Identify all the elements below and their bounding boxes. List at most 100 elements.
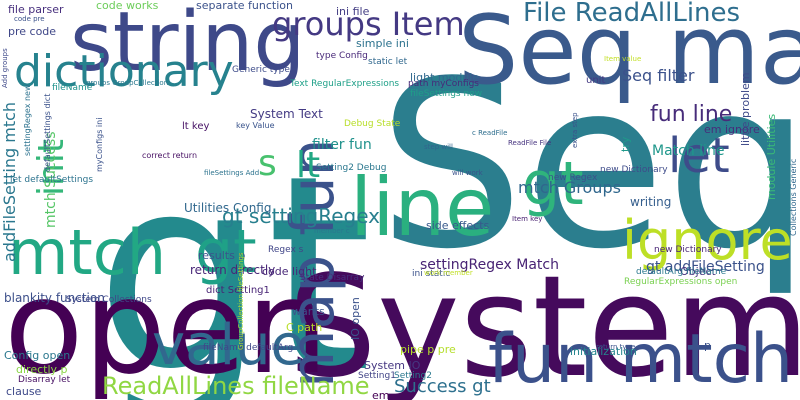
word: light module: [410, 71, 480, 84]
word: File ReadAllLines: [523, 0, 741, 28]
word: Utilities Config: [184, 201, 272, 215]
word: little problem: [739, 72, 752, 146]
word: c ReadFile: [472, 129, 508, 137]
word: dictionary: [14, 46, 234, 97]
word: fileSettings Add: [204, 169, 260, 177]
word: key Value: [236, 121, 275, 130]
word: State Disarray: [300, 273, 365, 283]
word: s: [258, 143, 277, 184]
word: new Regex: [548, 173, 598, 183]
word: gt: [522, 149, 584, 219]
word: static let: [368, 57, 408, 67]
word: defaultArg fileName: [636, 267, 727, 277]
word: System Collections: [66, 295, 152, 305]
word: value: [152, 313, 305, 378]
word: ini file: [336, 5, 370, 18]
word: Config open: [4, 349, 71, 362]
word: ReadAllLines fileName: [102, 372, 370, 400]
word: dict Setting1: [206, 285, 270, 296]
word: em ignore: [704, 123, 760, 136]
word: path myConfigs: [408, 79, 479, 89]
word: Collections Generic: [789, 158, 798, 236]
word: Text RegularExpressions: [290, 79, 400, 89]
word: simple ini: [356, 37, 409, 50]
word: Generic type: [232, 65, 290, 75]
word: work member: [424, 269, 473, 277]
word: gt settingRegex: [222, 204, 381, 228]
word: fileSettings new: [410, 89, 483, 99]
word: fileName: [52, 83, 93, 93]
word: string: [70, 0, 306, 90]
word: open: [4, 251, 329, 400]
word: Seq filter: [622, 66, 695, 85]
word: try: [619, 136, 632, 152]
word: module Utilities: [765, 113, 778, 200]
word: separate function: [196, 0, 293, 12]
word: Setting2 Debug: [316, 163, 387, 173]
word: blankity function: [4, 291, 105, 305]
word: directly p: [16, 363, 68, 376]
word: p: [704, 339, 711, 352]
word: fileName defaultArg: [203, 343, 294, 353]
word: Item value: [604, 55, 642, 63]
word: new Dictionary: [600, 165, 668, 175]
word: Setting1: [358, 371, 396, 381]
word: file parser: [8, 3, 64, 16]
word: IO open: [349, 297, 362, 340]
word: return directly: [190, 263, 276, 277]
word: groups GroupCollection: [86, 79, 169, 87]
word: Object: [680, 265, 716, 278]
word: Item key: [512, 215, 543, 223]
word: let defaultSettings: [10, 175, 94, 185]
word: writing: [630, 195, 672, 209]
word: return type: [596, 343, 636, 351]
word: gt: [195, 217, 257, 287]
word: Add groups: [1, 48, 9, 88]
word: System IO: [364, 359, 421, 372]
word: ReadFile File: [508, 139, 552, 147]
word: System Text: [250, 107, 323, 121]
word: System: [288, 246, 800, 400]
word: Success gt: [394, 376, 491, 397]
word: pipe p pre: [400, 343, 456, 356]
word: gt addFileSetting: [646, 259, 765, 275]
word: results p: [198, 249, 246, 262]
word: unit: [586, 75, 606, 86]
word: Debug State: [344, 119, 401, 129]
word: myConfigs ini: [95, 117, 104, 172]
word: wants: [292, 305, 325, 318]
word: step will: [424, 143, 453, 151]
word: Setting2: [394, 371, 432, 381]
word: clause: [6, 385, 42, 398]
word: ini static: [412, 269, 451, 279]
word: code pre: [14, 15, 45, 23]
word: settingRegex Match: [420, 257, 559, 273]
word: pre code: [8, 25, 57, 38]
word: extra step: [571, 112, 579, 148]
word: code light: [262, 265, 317, 278]
word: GroupCollection fileSettings: [237, 252, 245, 350]
word: em: [372, 389, 390, 400]
word: let: [668, 128, 730, 184]
word: will work: [452, 169, 483, 177]
word: Disarray let: [18, 375, 71, 385]
word: code works: [96, 0, 159, 12]
word: RegularExpressions open: [624, 277, 738, 287]
word: settingRegex new: [23, 84, 32, 156]
word: ignore: [622, 209, 793, 272]
word: fun line: [650, 102, 733, 127]
word: lt key: [182, 121, 210, 132]
word: initialization: [570, 345, 637, 358]
word: gt: [95, 117, 373, 400]
word: defaultSettings dict: [43, 93, 52, 172]
word: fun mtch: [488, 320, 794, 399]
word: new Dictionary: [654, 245, 722, 255]
word: Regex s: [268, 245, 304, 255]
word: side effects: [426, 219, 490, 232]
word: mtch Groups: [518, 178, 621, 197]
word: lt: [296, 145, 321, 186]
word: filter fun: [312, 137, 372, 153]
word: Seq map: [458, 0, 800, 106]
word: line: [350, 161, 495, 254]
